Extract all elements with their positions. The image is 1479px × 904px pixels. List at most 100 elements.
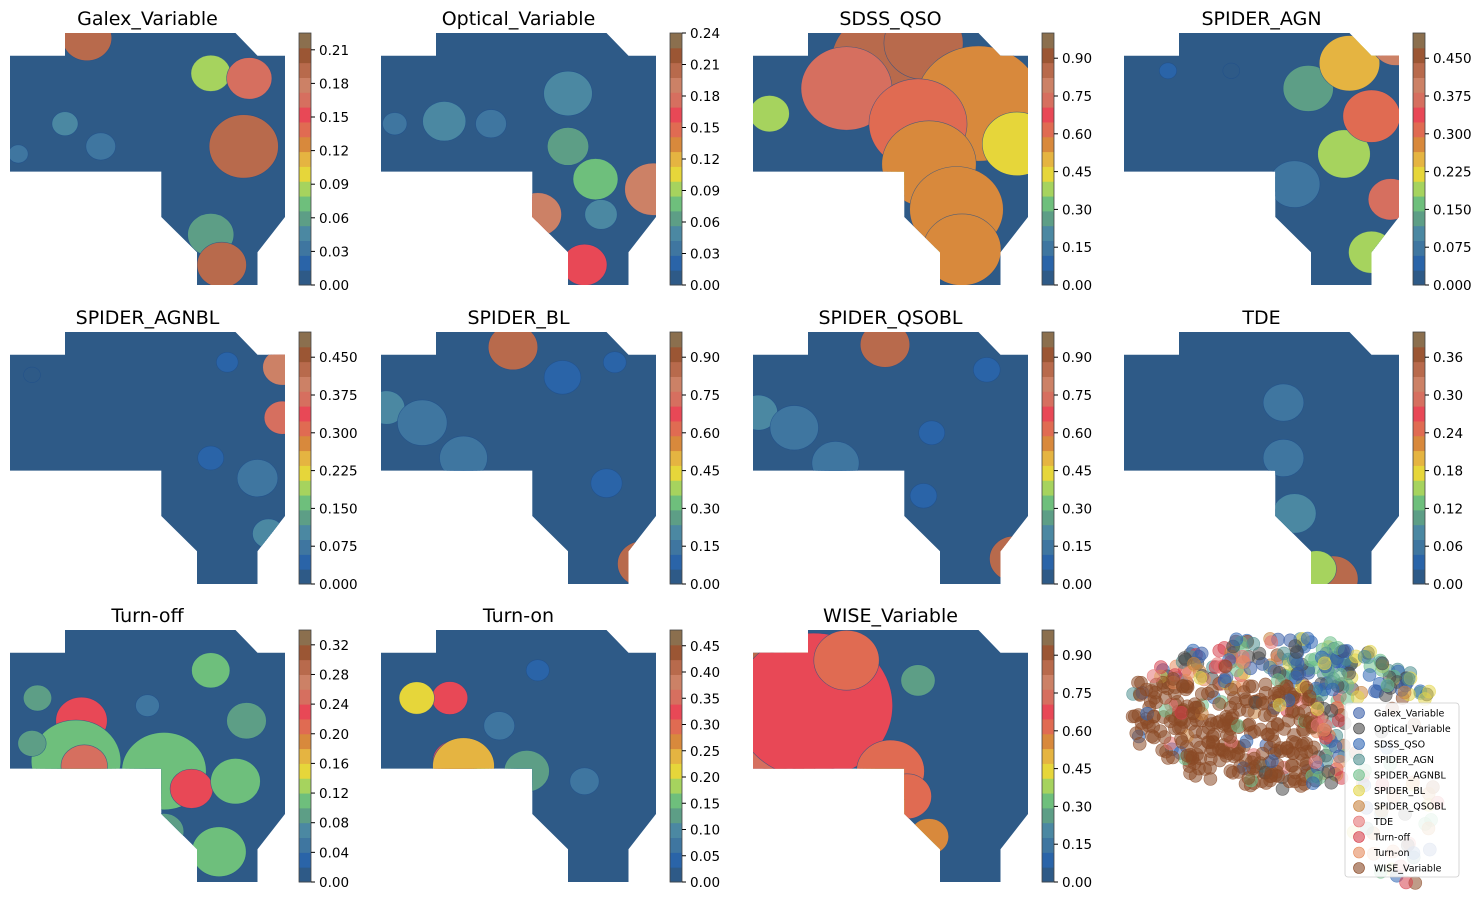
- panel-optical_variable: Optical_Variable 0.00 0.03 0.06 0.09 0.12 0.15…: [381, 8, 720, 294]
- colorbar-band: [670, 569, 682, 585]
- colorbar-band: [1413, 465, 1425, 481]
- colorbar-band: [670, 495, 682, 511]
- colorbar-band: [670, 420, 682, 437]
- colorbar-tick-label: 0.06: [690, 215, 720, 231]
- scatter-point: [1191, 700, 1206, 715]
- chart-layer: Galex_Variable0.000.030.060.090.120.150.…: [10, 8, 1472, 891]
- scatter-point: [1207, 727, 1221, 742]
- colorbar-tick-label: 0.60: [690, 426, 720, 442]
- colorbar-tick-label: 0.375: [319, 388, 358, 404]
- colorbar-tick-label: 0.24: [319, 697, 349, 713]
- contour-band: [1272, 493, 1317, 534]
- contour-map: [381, 33, 656, 285]
- scatter-point: [1176, 679, 1190, 694]
- colorbar-tick-label: 0.90: [1062, 51, 1092, 67]
- colorbar-band: [1042, 77, 1054, 93]
- colorbar-band: [670, 435, 682, 452]
- colorbar-frame: [669, 629, 683, 883]
- scatter-point: [1252, 646, 1267, 661]
- colorbar-band: [1042, 630, 1054, 646]
- scatter-point: [1166, 750, 1180, 765]
- colorbar-tick-label: 0.30: [1062, 202, 1092, 218]
- colorbar-tick-label: 0.15: [319, 110, 349, 126]
- colorbar-band: [1042, 852, 1054, 868]
- colorbar-band: [670, 47, 682, 64]
- contour-band: [1296, 550, 1337, 584]
- contour-band: [196, 241, 247, 285]
- contour-band: [918, 420, 946, 446]
- colorbar-band: [299, 151, 311, 167]
- colorbar-band: [1042, 718, 1054, 735]
- contour-band: [541, 270, 557, 285]
- colorbar-band: [299, 644, 311, 661]
- colorbar-tick-label: 0.16: [319, 756, 349, 772]
- scatter-point: [1333, 754, 1347, 769]
- scatter-point: [1399, 875, 1413, 890]
- contour-band: [624, 547, 656, 581]
- colorbar-band: [299, 391, 311, 407]
- colorbar-band: [1042, 674, 1054, 690]
- contour-base: [381, 33, 656, 285]
- contour-band: [1158, 62, 1178, 80]
- contour-band: [542, 271, 555, 284]
- colorbar-band: [1413, 539, 1425, 555]
- colorbar-tick-label: 0.00: [1062, 278, 1092, 294]
- colorbar: 0.000 0.075 0.150 0.225 0.300 0.375 0.450: [1412, 32, 1472, 294]
- colorbar-tick-label: 0.36: [1433, 350, 1463, 366]
- colorbar-band: [299, 166, 311, 182]
- colorbar-tick-label: 0.32: [319, 638, 349, 654]
- contour-map: [1124, 33, 1399, 285]
- colorbar-frame: [1041, 331, 1055, 585]
- colorbar-band: [1042, 480, 1054, 496]
- contour-band: [397, 399, 448, 446]
- colorbar-band: [1413, 107, 1425, 123]
- colorbar-band: [1413, 270, 1425, 286]
- contour-band: [539, 268, 559, 285]
- colorbar-band: [1413, 136, 1425, 153]
- colorbar-band: [670, 391, 682, 407]
- legend-label: Turn-off: [1373, 833, 1411, 844]
- colorbar-tick-label: 0.15: [690, 121, 720, 137]
- colorbar-tick-label: 0.300: [319, 426, 358, 442]
- scatter-point: [1308, 755, 1323, 769]
- contour-base: [10, 332, 285, 584]
- colorbar-tick-label: 0.00: [1062, 875, 1092, 891]
- scatter-point: [1236, 655, 1250, 669]
- colorbar-band: [670, 62, 682, 78]
- colorbar-band: [299, 376, 311, 392]
- contour-band: [811, 441, 860, 485]
- colorbar-band: [670, 196, 682, 212]
- contour-band: [1262, 383, 1305, 422]
- legend-label: SPIDER_QSOBL: [1374, 802, 1447, 813]
- colorbar-tick-label: 0.45: [690, 639, 720, 655]
- contour-band: [503, 750, 550, 793]
- contour-map: [753, 33, 1028, 285]
- colorbar-band: [1042, 240, 1054, 256]
- colorbar-tick-label: 0.40: [690, 665, 720, 681]
- colorbar-band: [1413, 420, 1425, 437]
- contour-band: [584, 199, 618, 230]
- contour-band: [543, 70, 593, 117]
- contour-map: [753, 630, 1028, 882]
- panel-spider_bl: SPIDER_BL 0.00 0.15 0.30 0.45 0.60 0.75 0.90: [381, 307, 720, 593]
- colorbar-tick-label: 0.08: [319, 816, 349, 832]
- colorbar-tick-label: 0.30: [690, 501, 720, 517]
- contour-band: [226, 702, 267, 740]
- colorbar-band: [1042, 509, 1054, 526]
- contour-map: [10, 332, 285, 584]
- contour-band: [1318, 35, 1381, 92]
- contour-band: [208, 114, 279, 179]
- colorbar-band: [299, 822, 311, 839]
- contour-band: [236, 459, 279, 498]
- panel-sdss_qso: SDSS_QSO 0.00 0.15 0.30 0.45 0.60 0.75 0.90: [753, 8, 1092, 294]
- scatter-point: [1193, 671, 1208, 685]
- colorbar-tick-label: 0.075: [1433, 240, 1472, 256]
- contour-band: [475, 109, 507, 139]
- colorbar-band: [299, 674, 311, 690]
- contour-band: [1384, 33, 1399, 54]
- colorbar-frame: [1041, 32, 1055, 286]
- scatter-point: [1333, 667, 1348, 682]
- colorbar-tick-label: 0.15: [1062, 240, 1092, 256]
- colorbar-tick-label: 0.450: [1433, 51, 1472, 67]
- contour-band: [169, 768, 214, 809]
